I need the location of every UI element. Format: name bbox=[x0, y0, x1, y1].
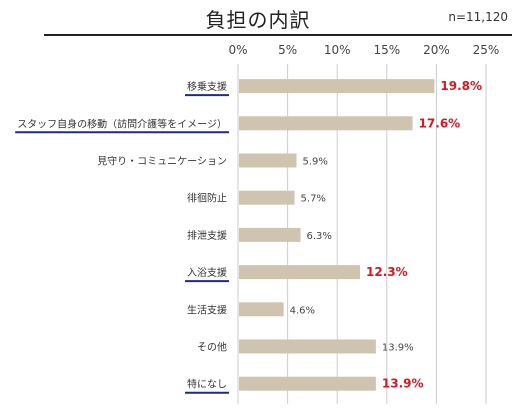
value-label: 4.6% bbox=[290, 305, 315, 316]
bar bbox=[239, 116, 413, 131]
value-label: 5.7% bbox=[301, 194, 326, 205]
x-tick-label: 15% bbox=[373, 43, 400, 57]
value-labels: 19.8% 17.6% 5.9% 5.7% 6.3% 12.3% 4.6% 13.9% 13.9… bbox=[290, 79, 482, 391]
value-label: 19.8% bbox=[440, 79, 482, 93]
bar bbox=[239, 79, 435, 94]
bar bbox=[239, 302, 284, 317]
value-label: 12.3% bbox=[366, 265, 408, 279]
sample-size-note: n=11,120 bbox=[448, 10, 508, 24]
bar bbox=[239, 376, 376, 391]
category-label: その他 bbox=[197, 341, 227, 354]
value-label: 5.9% bbox=[303, 157, 328, 168]
category-label: 生活支援 bbox=[187, 303, 227, 316]
x-tick-label: 10% bbox=[324, 43, 351, 57]
bar bbox=[239, 265, 361, 280]
title-divider bbox=[44, 34, 512, 36]
category-label: 排泄支援 bbox=[187, 229, 227, 242]
category-label: 移乗支援 bbox=[187, 80, 227, 93]
category-label: 特になし bbox=[187, 379, 227, 391]
bar bbox=[239, 153, 297, 168]
value-label: 6.3% bbox=[306, 231, 331, 242]
x-tick-label: 25% bbox=[473, 43, 500, 57]
value-label: 13.9% bbox=[382, 343, 414, 354]
x-tick-label: 20% bbox=[423, 43, 450, 57]
chart-title: 負担の内訳 bbox=[205, 8, 311, 32]
x-tick-labels: 0% 5% 10% 15% 20% 25% bbox=[228, 43, 499, 57]
bar bbox=[239, 190, 295, 205]
category-label: スタッフ自身の移動（訪問介護等をイメージ） bbox=[17, 117, 227, 130]
category-label: 入浴支援 bbox=[187, 266, 227, 279]
x-tick-label: 5% bbox=[278, 43, 297, 57]
category-label: 見守り・コミュニケーション bbox=[97, 155, 227, 168]
value-label: 13.9% bbox=[382, 377, 424, 391]
value-label: 17.6% bbox=[419, 116, 461, 130]
x-tick-label: 0% bbox=[228, 43, 247, 57]
bar bbox=[239, 339, 376, 354]
category-label: 徘徊防止 bbox=[187, 192, 227, 205]
bars bbox=[239, 79, 435, 391]
bar bbox=[239, 227, 301, 242]
